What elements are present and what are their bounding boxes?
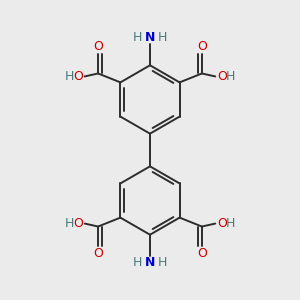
Text: H: H (158, 256, 167, 269)
Text: H: H (65, 70, 74, 83)
Text: N: N (145, 256, 155, 269)
Text: H: H (158, 31, 167, 44)
Text: O: O (217, 70, 227, 83)
Text: H: H (65, 217, 74, 230)
Text: H: H (226, 70, 235, 83)
Text: O: O (93, 247, 103, 260)
Text: H: H (133, 31, 142, 44)
Text: O: O (73, 217, 83, 230)
Text: H: H (133, 256, 142, 269)
Text: O: O (73, 70, 83, 83)
Text: O: O (197, 40, 207, 53)
Text: O: O (197, 247, 207, 260)
Text: N: N (145, 31, 155, 44)
Text: O: O (93, 40, 103, 53)
Text: O: O (217, 217, 227, 230)
Text: H: H (226, 217, 235, 230)
